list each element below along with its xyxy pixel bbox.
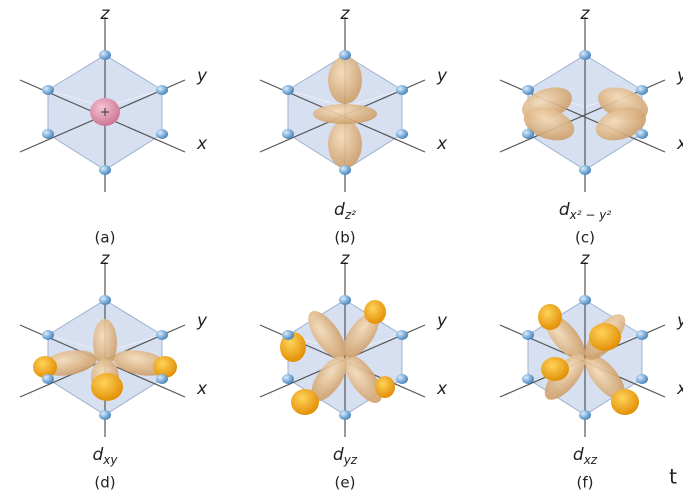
ligand (396, 129, 408, 139)
orbital-label: dxy (93, 445, 119, 467)
orbital-lobe (328, 120, 362, 168)
axis-label: y (436, 66, 448, 86)
orbital-subscript: z² (344, 208, 356, 222)
axis-label: y (436, 311, 448, 331)
orbital-lobe (375, 376, 395, 398)
orbital-subscript: x² − y² (569, 208, 612, 222)
ligand (579, 50, 591, 60)
orbital-lobe (291, 389, 319, 415)
ligand (396, 330, 408, 340)
axis-label: y (676, 311, 683, 331)
panel: z y x dyz (e) (260, 249, 448, 492)
axis-label: x (196, 379, 208, 399)
axis-label: x (676, 379, 683, 399)
orbital-subscript: xz (583, 453, 598, 467)
panel: z y x dxy (d) (20, 249, 208, 492)
ligand (636, 374, 648, 384)
ligand (156, 374, 168, 384)
ligand (339, 50, 351, 60)
panel-label: (c) (575, 229, 595, 247)
axis-label: y (196, 66, 208, 86)
axis-label: z (580, 4, 591, 24)
ligand (282, 330, 294, 340)
axis-label: z (340, 4, 351, 24)
ligand (156, 129, 168, 139)
ligand (99, 165, 111, 175)
ligand (636, 85, 648, 95)
ligand (522, 85, 534, 95)
axis-label: x (676, 134, 683, 154)
ligand (99, 410, 111, 420)
orbital-lobe (538, 304, 562, 330)
orbital-symbol: d (93, 445, 104, 465)
ligand (282, 374, 294, 384)
ligand (282, 129, 294, 139)
panel-label: (f) (577, 474, 594, 492)
ligand (156, 330, 168, 340)
orbital-lobe (328, 56, 362, 104)
ligand (339, 165, 351, 175)
orbital-subscript: yz (343, 453, 358, 467)
orbital-lobe (364, 300, 386, 324)
ligand (396, 85, 408, 95)
orbital-lobe (91, 373, 123, 401)
diagram: zyx(a)zyxdz²(b)zyxdx² − y²(c)zyxdxy(d)zy… (0, 0, 683, 496)
orbital-label: dyz (333, 445, 358, 467)
ligand (42, 330, 54, 340)
panel: z y x dxz (f) (500, 249, 683, 492)
axis-label: z (580, 249, 591, 269)
panel: z y x (a) (20, 4, 208, 247)
ligand (522, 330, 534, 340)
ligand (636, 330, 648, 340)
axis-label: y (676, 66, 683, 86)
panel-label: (d) (94, 474, 115, 492)
axis-label: z (100, 4, 111, 24)
orbital-label: dxz (573, 445, 598, 467)
ligand (339, 410, 351, 420)
orbital-lobe (313, 104, 377, 124)
panel: z y x dx² − y² (c) (500, 4, 683, 247)
orbital-label: dx² − y² (559, 200, 611, 222)
orbital-lobe (611, 389, 639, 415)
ligand (42, 85, 54, 95)
ligand (522, 374, 534, 384)
ligand (156, 85, 168, 95)
panel-label: (e) (335, 474, 356, 492)
axis-label: z (100, 249, 111, 269)
panel: z y x dz² (b) (260, 4, 448, 247)
orbital-symbol: d (334, 200, 345, 220)
ligand (396, 374, 408, 384)
ligand (522, 129, 534, 139)
orbital-subscript: xy (102, 453, 118, 467)
ligand (579, 410, 591, 420)
edge-text: t (669, 465, 677, 489)
ligand (99, 295, 111, 305)
ligand (579, 165, 591, 175)
ligand (99, 50, 111, 60)
ligand (579, 295, 591, 305)
orbital-lobe (589, 323, 621, 351)
ligand (42, 129, 54, 139)
axis-label: z (340, 249, 351, 269)
axis-label: x (436, 134, 448, 154)
axis-label: x (196, 134, 208, 154)
orbital-lobe (541, 357, 569, 381)
ligand (282, 85, 294, 95)
axis-label: x (436, 379, 448, 399)
orbital-label: dz² (334, 200, 356, 222)
panel-label: (a) (95, 229, 116, 247)
panel-label: (b) (334, 229, 355, 247)
ligand (636, 129, 648, 139)
orbital-symbol: d (573, 445, 584, 465)
ligand (42, 374, 54, 384)
orbital-symbol: d (333, 445, 344, 465)
axis-label: y (196, 311, 208, 331)
orbital-symbol: d (559, 200, 570, 220)
ligand (339, 295, 351, 305)
